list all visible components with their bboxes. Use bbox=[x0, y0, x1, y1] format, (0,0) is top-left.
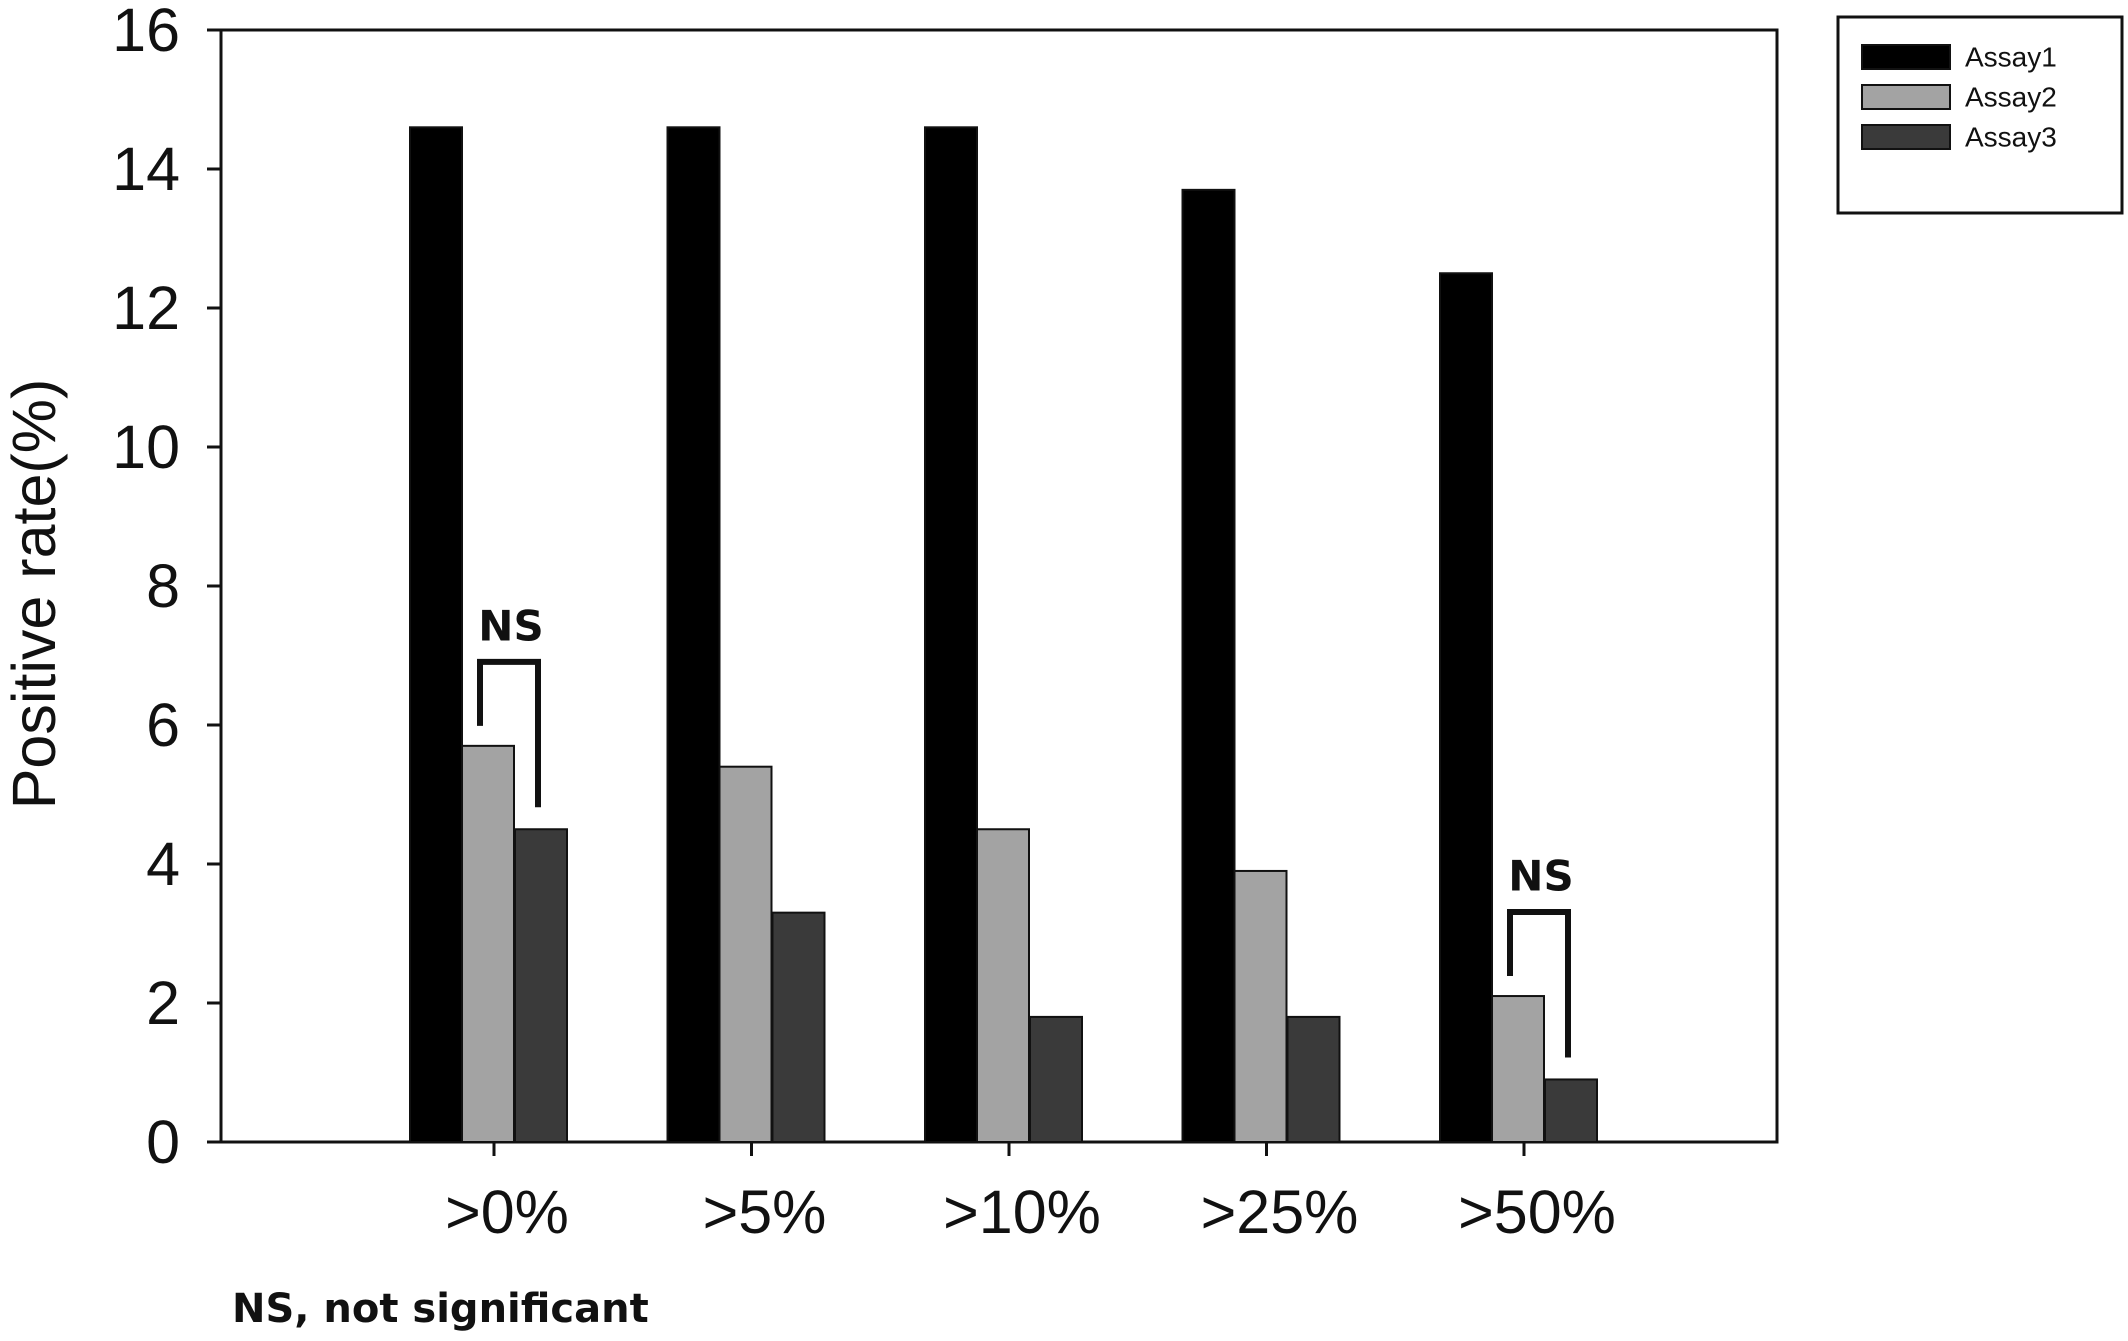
significance-bracket bbox=[477, 658, 541, 808]
legend-swatch-assay2 bbox=[1861, 84, 1951, 110]
legend-swatch-assay3 bbox=[1861, 124, 1951, 150]
bar-assay1-0 bbox=[409, 126, 463, 1144]
significance-label: NS bbox=[1508, 852, 1573, 901]
x-axis: >0% >5% >10% >25% >50% bbox=[445, 1142, 1616, 1246]
legend-label-assay1: Assay1 bbox=[1965, 42, 2057, 73]
bar-assay1-1 bbox=[666, 126, 721, 1144]
bar-assay3-4 bbox=[1544, 1078, 1598, 1143]
bar-assay1-2 bbox=[924, 126, 978, 1144]
footnote: NS, not significant bbox=[232, 1286, 649, 1332]
y-tick-label: 16 bbox=[112, 0, 180, 64]
y-tick-label: 0 bbox=[146, 1108, 180, 1176]
y-axis: 0 2 4 6 8 10 12 14 16 bbox=[112, 0, 221, 1176]
bar-assay3-3 bbox=[1286, 1015, 1341, 1144]
bar-assay1-3 bbox=[1181, 188, 1236, 1144]
x-tick-label: >5% bbox=[703, 1178, 827, 1246]
bar-assay2-2 bbox=[976, 828, 1030, 1143]
bar-assay2-0 bbox=[461, 744, 515, 1143]
bar-assay3-1 bbox=[771, 911, 826, 1144]
bar-assay3-2 bbox=[1029, 1015, 1083, 1144]
y-tick-label: 4 bbox=[146, 830, 180, 898]
y-tick-label: 14 bbox=[112, 135, 180, 203]
x-tick-label: >0% bbox=[445, 1178, 569, 1246]
y-tick-label: 8 bbox=[146, 552, 180, 620]
y-tick-label: 12 bbox=[112, 274, 180, 342]
bar-assay2-1 bbox=[718, 765, 773, 1143]
bar-assay1-4 bbox=[1439, 272, 1493, 1143]
bar-assay2-4 bbox=[1491, 995, 1545, 1143]
bar-assay2-3 bbox=[1233, 869, 1288, 1143]
y-axis-title: Positive rate(%) bbox=[0, 379, 68, 810]
annotations-group: NS NS bbox=[477, 601, 1574, 1058]
legend-label-assay3: Assay3 bbox=[1965, 122, 2057, 153]
y-tick-label: 2 bbox=[146, 969, 180, 1037]
y-tick-label: 6 bbox=[146, 691, 180, 759]
significance-label: NS bbox=[478, 601, 543, 650]
x-tick-label: >10% bbox=[943, 1178, 1101, 1246]
legend-swatch-assay1 bbox=[1861, 44, 1951, 70]
legend-items: Assay1 Assay2 Assay3 bbox=[1861, 42, 2057, 153]
significance-bracket bbox=[1507, 909, 1571, 1058]
x-tick-label: >25% bbox=[1201, 1178, 1359, 1246]
y-tick-label: 10 bbox=[112, 413, 180, 481]
x-tick-label: >50% bbox=[1458, 1178, 1616, 1246]
bar-assay3-0 bbox=[514, 828, 568, 1143]
legend: Assay1 Assay2 Assay3 bbox=[1836, 15, 2124, 215]
legend-label-assay2: Assay2 bbox=[1965, 82, 2057, 113]
bars-group bbox=[409, 126, 1598, 1144]
